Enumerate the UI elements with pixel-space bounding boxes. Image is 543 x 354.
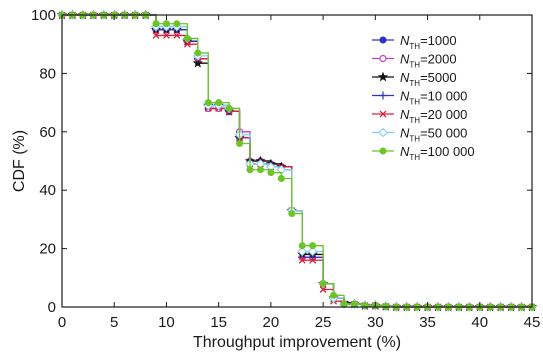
- x-tick-label: 5: [110, 314, 118, 331]
- legend-item-6: NTH=50 000: [372, 126, 467, 144]
- series-line: [62, 14, 532, 308]
- data-point: [297, 246, 307, 257]
- data-point: [256, 166, 264, 174]
- x-tick-label: 20: [263, 314, 280, 331]
- data-point: [319, 286, 327, 293]
- legend-marker: [379, 36, 387, 44]
- data-point: [194, 49, 202, 57]
- series-4: [58, 11, 536, 311]
- data-point: [152, 20, 160, 28]
- legend-item-5: NTH=20 000: [372, 107, 467, 125]
- data-point: [309, 242, 317, 250]
- y-tick-label: 0: [48, 299, 56, 316]
- data-point: [183, 34, 191, 42]
- data-point: [319, 280, 327, 288]
- series-line: [62, 14, 532, 308]
- data-point: [361, 302, 369, 310]
- data-point: [215, 99, 223, 107]
- data-point: [350, 300, 358, 308]
- legend-label: NTH=5000: [400, 70, 457, 88]
- legend-label: NTH=1000: [400, 33, 457, 51]
- series-line: [62, 14, 532, 308]
- y-tick-label: 40: [39, 182, 56, 199]
- data-point: [246, 166, 254, 174]
- legend-item-1: NTH=1000: [372, 33, 457, 51]
- legend-marker: [379, 91, 387, 100]
- data-point: [298, 242, 306, 250]
- x-tick-label: 35: [419, 314, 436, 331]
- series-5: [58, 11, 536, 311]
- x-tick-label: 30: [367, 314, 384, 331]
- x-tick-label: 45: [524, 314, 541, 331]
- axes: [61, 14, 533, 308]
- legend-marker: [378, 127, 388, 138]
- legend-marker: [379, 54, 387, 63]
- x-tick-label: 15: [210, 314, 227, 331]
- y-tick-label: 100: [31, 7, 56, 24]
- data-point: [340, 300, 348, 308]
- legend-item-2: NTH=2000: [372, 52, 457, 70]
- series-2: [58, 11, 536, 311]
- data-point: [277, 175, 285, 183]
- series-line: [62, 14, 532, 308]
- plot-area: [56, 9, 538, 312]
- series-6: [57, 10, 537, 312]
- y-axis-title: CDF (%): [11, 130, 28, 192]
- data-point: [162, 20, 170, 28]
- legend-marker: [379, 110, 387, 118]
- data-point: [152, 31, 160, 39]
- series-line: [62, 14, 532, 308]
- data-point: [307, 246, 318, 257]
- tick-marks-and-labels: 0 5 10 15 20 25 30 35 40 45 0 20 40 60 80 100: [31, 7, 540, 331]
- legend-label: NTH=100 000: [400, 144, 475, 162]
- data-point: [288, 210, 296, 218]
- plot-frame: [61, 14, 533, 308]
- legend-label: NTH=10 000: [400, 89, 467, 107]
- data-point: [267, 169, 275, 177]
- legend-label: NTH=2000: [400, 52, 457, 70]
- legend-label: NTH=20 000: [400, 107, 467, 125]
- y-tick-label: 80: [39, 65, 56, 82]
- data-point: [309, 256, 317, 264]
- legend-item-4: NTH=10 000: [372, 89, 467, 107]
- data-point: [298, 256, 306, 264]
- data-point: [162, 31, 170, 39]
- data-point: [183, 40, 191, 48]
- x-tick-label: 10: [158, 314, 175, 331]
- legend-marker: [377, 71, 389, 82]
- series-line: [62, 14, 532, 308]
- y-tick-label: 60: [39, 124, 56, 141]
- series-3: [56, 9, 538, 312]
- x-axis-title: Throughput improvement (%): [193, 334, 401, 351]
- data-point: [204, 99, 212, 107]
- x-tick-label: 25: [315, 314, 332, 331]
- y-tick-label: 20: [39, 241, 56, 258]
- legend-marker: [379, 147, 387, 155]
- data-point: [173, 20, 181, 28]
- series-1: [58, 11, 536, 311]
- legend-item-3: NTH=5000: [372, 70, 457, 88]
- data-point: [236, 139, 244, 147]
- data-point: [225, 104, 233, 112]
- x-tick-label: 40: [471, 314, 488, 331]
- legend-item-7: NTH=100 000: [372, 144, 475, 162]
- series-7: [58, 11, 536, 311]
- x-tick-label: 0: [58, 314, 66, 331]
- data-point: [173, 31, 181, 39]
- data-point: [330, 291, 338, 299]
- legend-label: NTH=50 000: [400, 126, 467, 144]
- series-line: [62, 14, 532, 308]
